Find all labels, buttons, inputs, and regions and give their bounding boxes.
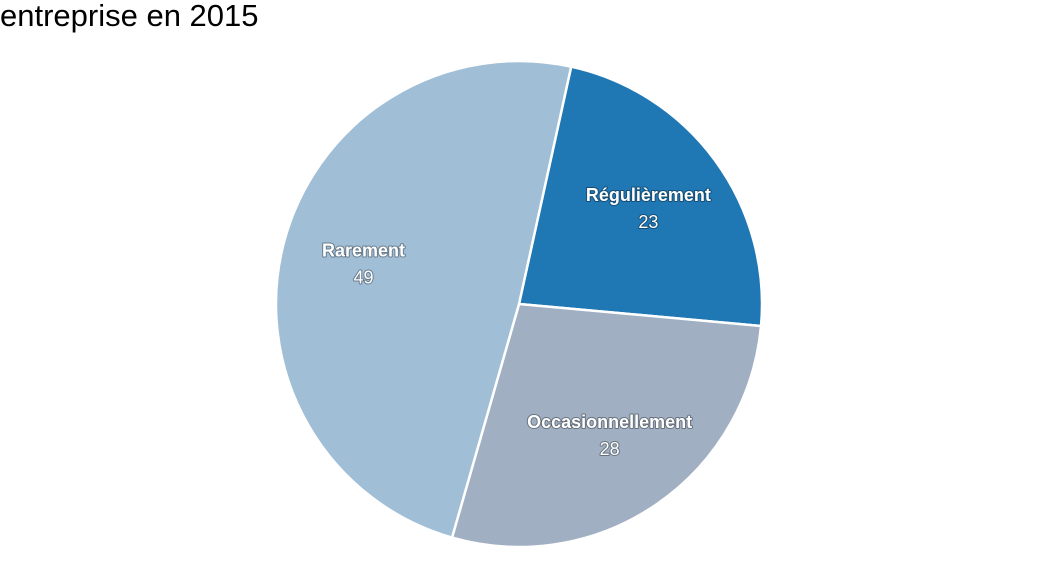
slice-value: 23: [638, 212, 658, 232]
slice-label: Rarement: [322, 240, 405, 260]
slice-value: 49: [354, 267, 374, 287]
slice-value: 28: [600, 439, 620, 459]
pie-slice: [274, 59, 573, 540]
slice-label: Occasionnellement: [527, 412, 692, 432]
chart-title: entreprise en 2015: [0, 0, 259, 33]
slice-label: Régulièrement: [586, 185, 711, 205]
pie-slice: [450, 302, 763, 549]
pie-slice: [517, 65, 764, 328]
